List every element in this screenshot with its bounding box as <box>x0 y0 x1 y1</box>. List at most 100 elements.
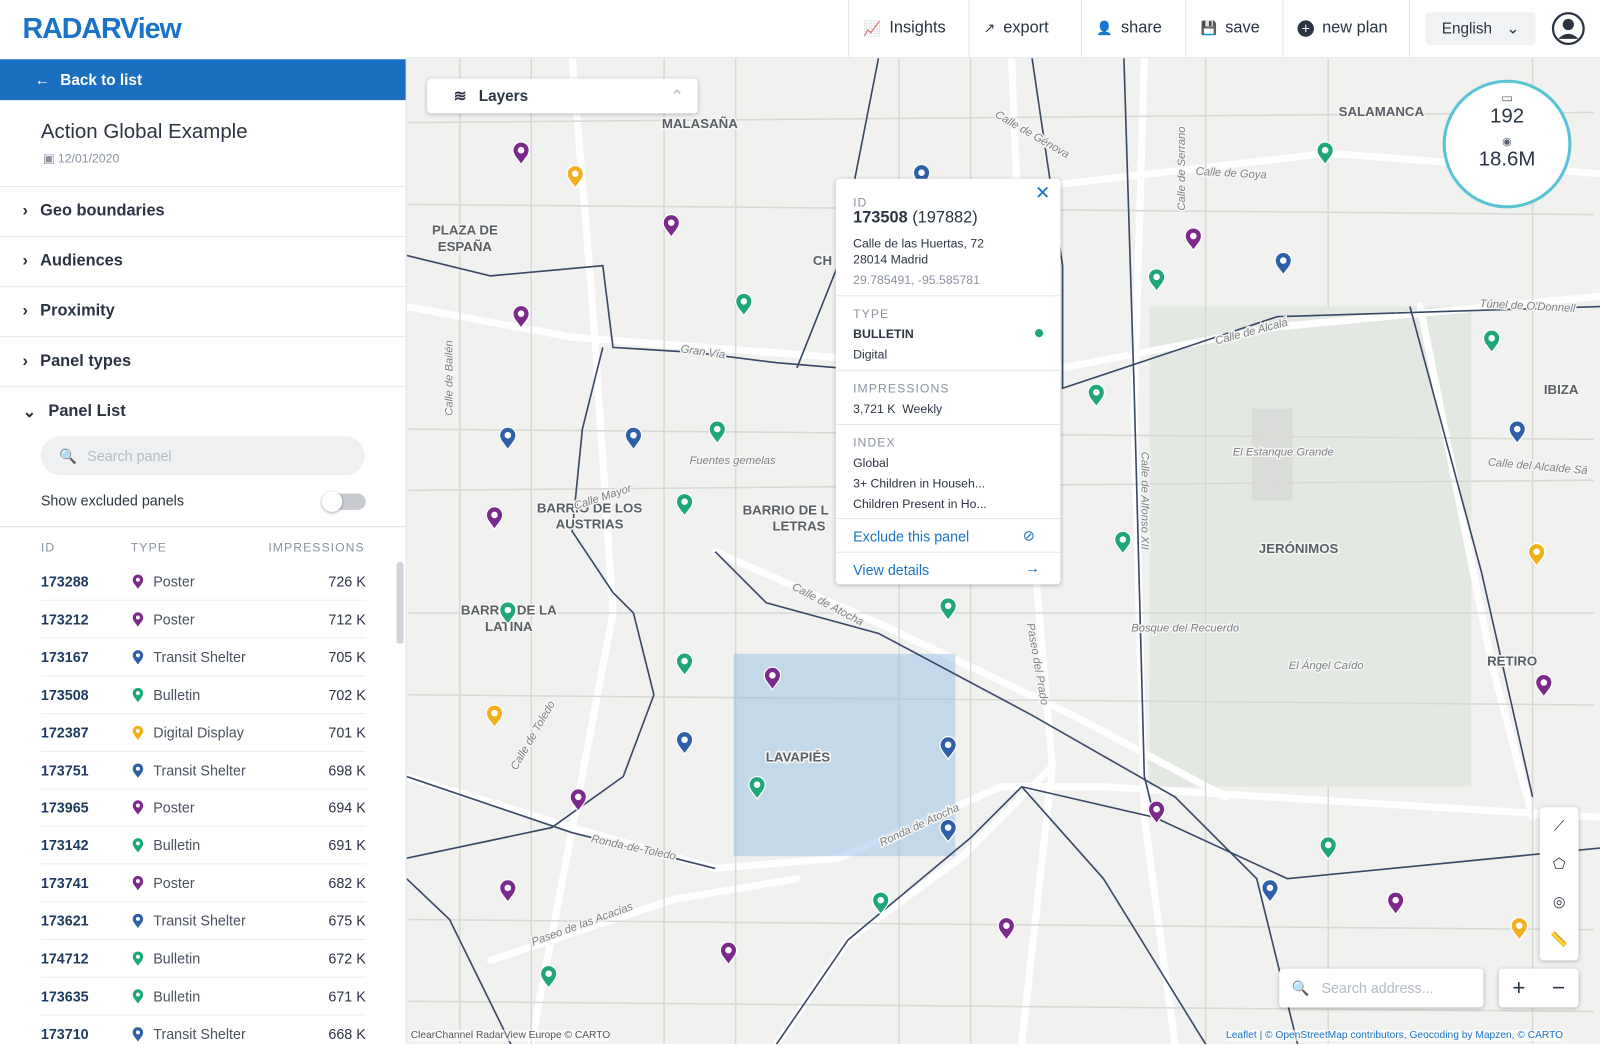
pin-dot <box>135 577 140 582</box>
pin <box>132 612 144 627</box>
map-pin[interactable] <box>1147 800 1166 825</box>
details-link[interactable]: View details <box>853 561 930 579</box>
map-pin[interactable] <box>1386 891 1405 916</box>
map-pin[interactable] <box>1184 227 1203 252</box>
panel-row[interactable]: 172387 Digital Display 701 K <box>40 714 366 752</box>
search-placeholder: Search address... <box>1321 979 1434 997</box>
map-pin[interactable] <box>624 426 643 451</box>
pin-dot <box>713 425 721 433</box>
map-pin[interactable] <box>763 666 782 691</box>
tool-circle[interactable]: ◎ <box>1552 892 1566 910</box>
map-pin[interactable] <box>1261 879 1279 904</box>
section-toggle[interactable]: › Audiences <box>0 236 406 286</box>
section-toggle[interactable]: › Panel types <box>0 336 406 386</box>
section-toggle[interactable]: › Proximity <box>0 286 406 336</box>
pin <box>132 1026 144 1042</box>
panel-row[interactable]: 174712 Bulletin 672 K <box>40 940 366 978</box>
map-pin[interactable] <box>675 731 694 756</box>
map-pin[interactable] <box>539 964 558 990</box>
panel-row[interactable]: 173741 Poster 682 K <box>40 865 366 903</box>
panel-row[interactable]: 173508 Bulletin 702 K <box>40 676 366 714</box>
section-toggle[interactable]: › Geo boundaries <box>0 185 406 236</box>
map-pin[interactable] <box>1527 543 1546 568</box>
section-toggle[interactable]: ⌄ Panel List <box>0 386 406 436</box>
map-pin[interactable] <box>1508 420 1527 445</box>
map-pin[interactable] <box>735 292 753 317</box>
logo[interactable]: RADARView <box>22 12 181 44</box>
panel-type: Poster <box>153 799 195 816</box>
pin-dot <box>491 709 498 717</box>
panel-impressions: 701 K <box>328 723 366 741</box>
map-pin[interactable] <box>569 788 588 813</box>
scrollbar[interactable] <box>396 561 404 644</box>
tool-measure[interactable]: 📏 <box>1550 930 1569 948</box>
nav-share[interactable]: 👤 share <box>1080 0 1185 58</box>
map-pin[interactable] <box>939 736 957 761</box>
map-pin[interactable] <box>499 426 517 451</box>
nav-new-plan[interactable]: + new plan <box>1282 0 1410 58</box>
map-pin[interactable] <box>1274 251 1293 276</box>
map-pin[interactable] <box>675 492 694 518</box>
map-pin[interactable] <box>662 214 681 239</box>
pin-dot <box>1516 922 1523 929</box>
map-pin[interactable] <box>499 879 517 904</box>
exclude-link[interactable]: Exclude this panel <box>853 528 970 545</box>
district-label: PLAZA DE <box>432 222 498 237</box>
zoom-out[interactable]: − <box>1552 974 1566 1001</box>
panel-row[interactable]: 173142 Bulletin 691 K <box>40 827 366 865</box>
panel-row[interactable]: 173167 Transit Shelter 705 K <box>40 638 366 677</box>
map-pin[interactable] <box>1087 383 1106 408</box>
map-pin[interactable] <box>1114 530 1132 555</box>
panel-row[interactable]: 173710 Transit Shelter 668 K <box>41 1015 366 1044</box>
map-pin[interactable] <box>485 704 504 729</box>
pin-dot <box>135 992 140 997</box>
map-pin[interactable] <box>871 891 890 916</box>
map-pin[interactable] <box>748 775 766 801</box>
map-pin[interactable] <box>512 304 530 330</box>
back-button[interactable]: ← Back to list <box>0 59 406 101</box>
zoom-in[interactable]: + <box>1512 974 1526 1001</box>
map-pin[interactable] <box>1319 836 1338 861</box>
type-pin <box>132 800 144 816</box>
panel-row[interactable]: 173965 Poster 694 K <box>40 789 366 827</box>
map-pin[interactable] <box>566 164 585 190</box>
map-pin[interactable] <box>939 597 957 622</box>
map-pin[interactable] <box>997 916 1016 942</box>
map-pin[interactable] <box>1510 916 1529 942</box>
map-pin[interactable] <box>512 141 530 166</box>
panel-row[interactable]: 173288 Poster 726 K <box>40 563 366 601</box>
map-pin[interactable] <box>1535 673 1553 698</box>
panel-row[interactable]: 173212 Poster 712 K <box>40 601 366 639</box>
map-pin[interactable] <box>675 652 694 677</box>
avatar[interactable] <box>1551 11 1586 46</box>
map-pin[interactable] <box>1147 268 1166 293</box>
map-pin[interactable] <box>485 506 504 531</box>
nav-insights[interactable]: 📈 Insights <box>848 0 969 58</box>
close-button[interactable]: ✕ <box>1034 182 1051 204</box>
map-pin[interactable] <box>1316 141 1334 166</box>
layers-button[interactable]: ≋ Layers ⌃ <box>427 78 698 114</box>
panel-id: 172387 <box>40 723 89 741</box>
pin-dot <box>135 766 140 771</box>
type-pin <box>132 687 144 702</box>
tool-polygon[interactable]: ⬠ <box>1552 855 1566 872</box>
pin <box>132 687 144 702</box>
map-pin[interactable] <box>499 601 517 626</box>
panel-row[interactable]: 173751 Transit Shelter 698 K <box>40 751 366 790</box>
nav-save[interactable]: 💾 save <box>1185 0 1282 58</box>
pin <box>132 876 144 891</box>
nav-export[interactable]: ↗ export <box>968 0 1081 58</box>
map-pin[interactable] <box>708 420 727 445</box>
map-pin[interactable] <box>719 941 738 966</box>
toggle[interactable] <box>321 491 366 512</box>
panel-row[interactable]: 173621 Transit Shelter 675 K <box>40 902 366 941</box>
map-pin[interactable] <box>1482 329 1501 354</box>
draw-tools: ⟋ ⬠ ◎ 📏 <box>1539 807 1579 961</box>
tool-line[interactable]: ⟋ <box>1554 817 1565 834</box>
section-label: Geo boundaries <box>40 202 165 220</box>
panel-row[interactable]: 173635 Bulletin 671 K <box>40 978 366 1016</box>
map-pin[interactable] <box>939 818 957 843</box>
language-select[interactable]: English ⌄ <box>1425 12 1536 45</box>
search-panel[interactable]: 🔍 Search panel <box>40 436 365 476</box>
address-search[interactable]: 🔍 Search address... <box>1279 968 1484 1008</box>
